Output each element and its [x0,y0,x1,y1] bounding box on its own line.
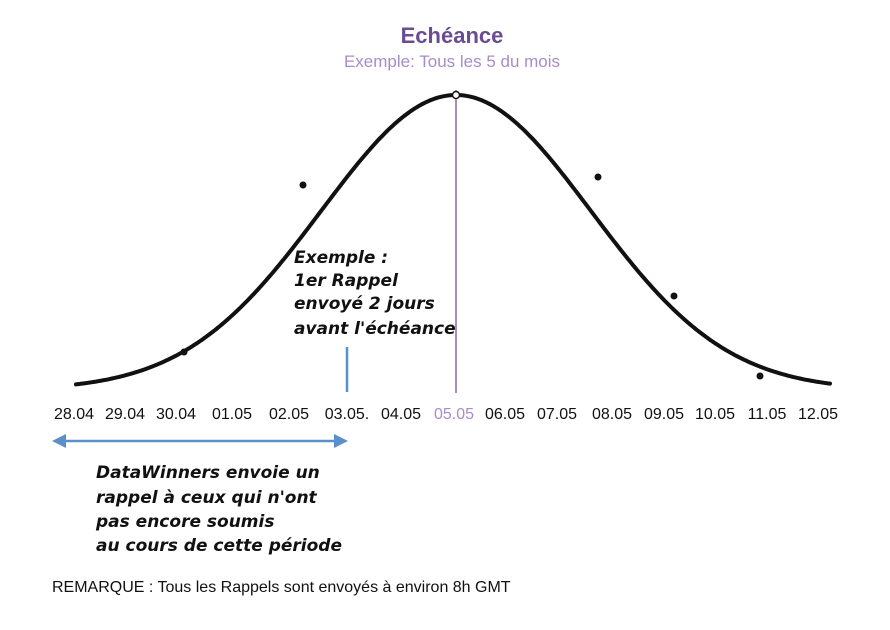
date-axis: 28.04 29.04 30.04 01.05 02.05 03.05. 04.… [54,406,838,423]
curve-marker [756,372,764,380]
date-label: 12.05 [798,406,838,423]
date-label: 29.04 [105,406,145,423]
date-label: 10.05 [695,406,735,423]
period-note: DataWinners envoie un rappel à ceux qui … [95,463,342,556]
period-note-line: DataWinners envoie un [96,463,320,483]
remark-note: REMARQUE : Tous les Rappels sont envoyés… [52,579,511,596]
date-label: 01.05 [212,406,252,423]
date-label: 09.05 [644,406,684,423]
arrow-right-head-icon [334,434,348,448]
curve-marker [670,292,678,300]
date-label: 02.05 [269,406,309,423]
date-label: 11.05 [748,406,787,423]
reminder-note-line: 1er Rappel [294,271,399,291]
reminder-period-arrow [52,434,348,448]
date-label: 08.05 [592,406,632,423]
arrow-left-head-icon [52,434,66,448]
date-label: 28.04 [54,406,94,423]
reminder-note: Exemple : 1er Rappel envoyé 2 jours avan… [294,248,456,339]
date-label: 05.05 [434,406,474,423]
curve-marker [594,173,602,181]
date-label: 07.05 [537,406,577,423]
deadline-marker [451,90,461,100]
period-note-line: au cours de cette période [96,536,342,556]
date-label: 06.05 [485,406,525,423]
date-label: 04.05 [381,406,421,423]
reminder-note-line: avant l'échéance [294,319,456,339]
period-note-line: rappel à ceux qui n'ont [96,488,318,508]
date-label: 30.04 [156,406,196,423]
deadline-title: Echéance [401,23,504,48]
curve-marker [299,181,307,189]
date-label: 03.05. [325,406,369,423]
period-note-line: pas encore soumis [95,512,274,532]
deadline-subtitle: Exemple: Tous les 5 du mois [344,52,560,71]
reminder-note-line: Exemple : [294,248,388,268]
bell-curve [74,93,832,387]
curve-marker [180,348,188,356]
reminder-note-line: envoyé 2 jours [294,294,435,314]
